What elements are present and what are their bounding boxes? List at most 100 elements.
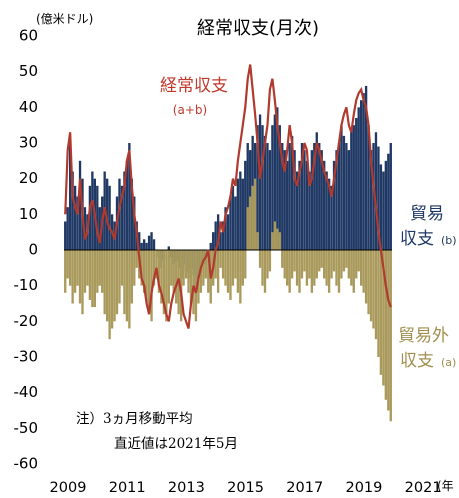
non-trade-bar xyxy=(78,250,82,304)
trade-bar xyxy=(323,160,326,250)
trade-bar xyxy=(335,150,338,250)
non-trade-bar xyxy=(298,250,301,293)
non-trade-bar xyxy=(83,250,87,293)
trade-bar xyxy=(281,143,284,250)
trade-bar xyxy=(337,143,341,250)
non-trade-bar xyxy=(64,250,67,293)
trade-bar xyxy=(295,171,299,250)
trade-bar xyxy=(98,207,101,250)
trade-bar xyxy=(128,143,131,250)
trade-bar xyxy=(246,143,249,250)
trade-bar xyxy=(76,196,79,250)
trade-bar xyxy=(357,107,360,250)
non-trade-bar xyxy=(342,250,346,272)
trade-bar xyxy=(224,207,227,250)
y-tick-label: 30 xyxy=(19,134,38,152)
non-trade-bar xyxy=(315,250,318,279)
non-trade-bar xyxy=(256,232,259,250)
non-trade-bar xyxy=(175,250,178,304)
trade-bar xyxy=(290,135,294,250)
non-trade-bar xyxy=(133,250,136,286)
non-trade-bar xyxy=(323,250,326,279)
y-axis-ticks: 60 50 40 30 20 10 0 -10 -20 -30 -40 -50 -60 xyxy=(14,27,39,473)
non-trade-bar xyxy=(372,250,375,329)
non-trade-bar xyxy=(68,250,72,286)
non-trade-bar xyxy=(340,250,343,279)
trade-bar xyxy=(118,178,121,250)
non-trade-bar xyxy=(140,250,143,286)
y-tick-label: -60 xyxy=(14,455,39,473)
non-trade-bar xyxy=(76,250,79,286)
trade-bar xyxy=(261,125,264,250)
trade-bar xyxy=(263,135,267,250)
trade-bar xyxy=(108,185,111,250)
non-trade-bar xyxy=(152,250,156,286)
non-trade-bar xyxy=(110,250,114,329)
trade-bar xyxy=(226,214,230,250)
trade-balance-label-1: 貿易 xyxy=(410,204,444,224)
trade-bar xyxy=(330,185,333,250)
trade-bar xyxy=(209,242,212,250)
non-trade-bar xyxy=(379,250,383,375)
non-trade-balance-suffix: (a) xyxy=(441,356,456,369)
trade-bar xyxy=(236,178,240,250)
trade-bar xyxy=(283,150,286,250)
trade-bar xyxy=(167,246,170,250)
non-trade-bar xyxy=(187,250,190,293)
non-trade-bar xyxy=(330,250,333,279)
y-unit-label: (億米ドル) xyxy=(36,12,93,26)
trade-bar xyxy=(244,160,247,250)
trade-balance-suffix: (b) xyxy=(441,234,457,247)
non-trade-bar xyxy=(335,250,338,286)
trade-bar xyxy=(123,171,126,250)
trade-bar xyxy=(318,143,321,250)
non-trade-bar xyxy=(142,250,146,293)
non-trade-balance-label-2: 収支 xyxy=(400,351,434,371)
non-trade-bar xyxy=(130,250,133,304)
non-trade-bar xyxy=(283,250,286,279)
current-account-sublabel: (a+b) xyxy=(173,103,207,117)
trade-bar xyxy=(332,160,336,250)
trade-bar xyxy=(325,171,328,250)
non-trade-bar xyxy=(214,250,217,279)
trade-bar xyxy=(313,143,316,250)
trade-bar xyxy=(266,143,269,250)
non-trade-bar xyxy=(155,250,158,279)
non-trade-bar xyxy=(189,250,193,304)
trade-bar xyxy=(64,221,67,250)
non-trade-bar xyxy=(350,250,353,286)
non-trade-bar xyxy=(150,250,153,322)
trade-bar xyxy=(352,125,355,250)
non-trade-bar xyxy=(303,250,306,272)
trade-bar xyxy=(350,132,353,250)
non-trade-bar xyxy=(313,250,316,286)
non-trade-bar xyxy=(369,250,373,322)
non-trade-bar xyxy=(325,250,328,286)
trade-bar xyxy=(96,185,99,250)
non-trade-bar xyxy=(125,250,129,322)
non-trade-bar xyxy=(108,250,111,340)
non-trade-bar xyxy=(276,228,279,250)
x-tick-label: 2009 xyxy=(50,480,87,496)
trade-bar xyxy=(73,185,77,250)
trade-bar xyxy=(268,150,272,250)
y-tick-label: -30 xyxy=(14,348,39,366)
non-trade-bar xyxy=(290,250,294,279)
non-trade-bar xyxy=(320,250,323,268)
note-line-2: 直近値は2021年5月 xyxy=(114,436,238,452)
non-trade-bar xyxy=(377,250,380,357)
non-trade-bar xyxy=(347,250,351,279)
non-trade-bar xyxy=(305,250,309,286)
non-trade-bar xyxy=(162,250,166,315)
non-trade-bar xyxy=(318,250,321,272)
trade-bar xyxy=(150,232,153,250)
trade-bar xyxy=(78,160,82,250)
trade-bar xyxy=(347,150,351,250)
trade-bar xyxy=(133,196,136,250)
chart-title: 経常収支(月次) xyxy=(197,18,319,39)
current-account-label: 経常収支 xyxy=(160,76,228,96)
y-tick-label: 0 xyxy=(28,241,38,259)
non-trade-bar xyxy=(182,250,185,286)
non-trade-bar xyxy=(387,250,390,411)
non-trade-bar xyxy=(357,250,360,272)
